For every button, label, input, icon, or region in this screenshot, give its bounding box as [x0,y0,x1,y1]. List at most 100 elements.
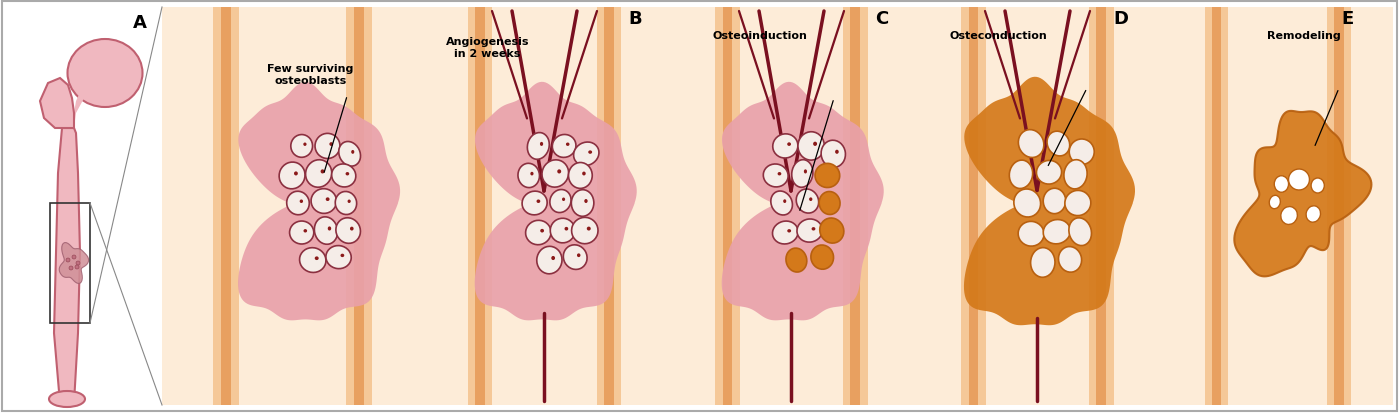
Bar [476,8,485,405]
Bar [715,8,740,405]
Polygon shape [1234,112,1371,277]
Ellipse shape [551,256,555,261]
Ellipse shape [576,254,581,257]
Bar [912,8,1158,405]
Ellipse shape [557,170,561,174]
Ellipse shape [1063,160,1087,190]
Ellipse shape [530,172,533,176]
Ellipse shape [340,254,344,257]
Ellipse shape [315,134,340,159]
Ellipse shape [280,163,305,190]
Polygon shape [74,74,105,129]
Ellipse shape [574,142,599,166]
Ellipse shape [772,221,797,244]
Bar [844,8,867,405]
Bar [418,8,666,405]
Ellipse shape [1014,190,1041,218]
Polygon shape [41,79,74,129]
Ellipse shape [813,142,817,147]
Bar [347,8,372,405]
Ellipse shape [329,143,333,147]
Ellipse shape [564,245,588,270]
Ellipse shape [304,230,308,233]
Ellipse shape [1044,220,1070,244]
Ellipse shape [582,172,586,176]
Ellipse shape [835,150,839,154]
Ellipse shape [792,160,813,188]
Bar [1097,8,1107,405]
Ellipse shape [797,133,824,161]
Ellipse shape [339,142,361,167]
Ellipse shape [1046,132,1070,157]
Ellipse shape [772,135,797,159]
Ellipse shape [299,248,326,273]
Ellipse shape [816,164,839,188]
Bar [221,8,231,405]
Ellipse shape [326,246,351,269]
Ellipse shape [327,227,332,231]
Ellipse shape [778,173,781,176]
Bar [354,8,364,405]
Bar [1328,8,1350,405]
Polygon shape [964,78,1135,325]
Ellipse shape [821,141,845,168]
Bar [1158,8,1393,405]
Text: Angiogenesis
in 2 weeks: Angiogenesis in 2 weeks [446,37,529,59]
Ellipse shape [1031,248,1055,278]
Bar [1335,8,1343,405]
Ellipse shape [820,192,839,215]
Circle shape [69,266,73,271]
Bar [961,8,986,405]
Ellipse shape [809,198,813,202]
Ellipse shape [786,249,807,273]
Text: B: B [628,10,642,28]
Bar [1088,8,1114,405]
Circle shape [71,255,76,259]
Circle shape [76,266,78,269]
Ellipse shape [311,189,337,214]
Text: A: A [133,14,147,32]
Polygon shape [55,129,80,403]
Text: C: C [876,10,888,28]
Text: Remodeling: Remodeling [1267,31,1340,41]
Ellipse shape [811,228,816,231]
Ellipse shape [1037,161,1062,185]
Ellipse shape [1069,218,1091,246]
Ellipse shape [1065,191,1091,216]
Ellipse shape [771,192,792,216]
Bar [50,204,90,323]
Text: Osteoinduction: Osteoinduction [712,31,807,41]
Ellipse shape [550,219,575,243]
Ellipse shape [1018,130,1044,158]
Ellipse shape [572,218,597,244]
Bar [968,8,978,405]
Ellipse shape [332,164,355,188]
Ellipse shape [567,143,569,147]
Polygon shape [474,83,637,320]
Bar [162,8,418,405]
Ellipse shape [299,200,304,204]
Ellipse shape [347,200,351,204]
Ellipse shape [783,200,786,204]
Ellipse shape [290,221,313,244]
Ellipse shape [291,135,312,158]
Ellipse shape [796,190,818,214]
Text: Osteconduction: Osteconduction [950,31,1046,41]
Ellipse shape [1044,189,1066,214]
Bar [851,8,860,405]
Ellipse shape [536,200,540,204]
Circle shape [76,261,80,266]
Ellipse shape [67,40,143,108]
Ellipse shape [1018,222,1044,247]
Bar [1212,8,1221,405]
Ellipse shape [1288,170,1309,190]
Ellipse shape [1269,196,1280,209]
Text: D: D [1114,10,1129,28]
Ellipse shape [1009,161,1032,189]
Ellipse shape [527,133,550,160]
Ellipse shape [1059,247,1081,273]
Ellipse shape [522,192,547,215]
Ellipse shape [304,143,306,147]
Ellipse shape [320,170,325,174]
Ellipse shape [550,190,571,213]
